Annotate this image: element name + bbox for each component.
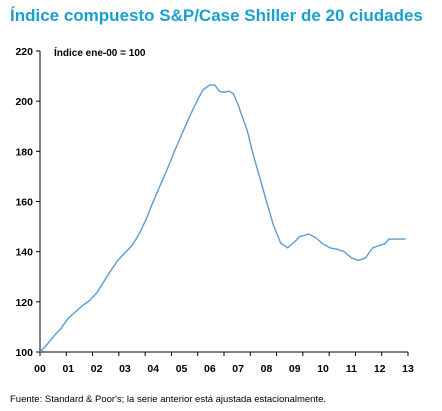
x-tick-label: 12 [374,363,386,375]
y-tick-label: 120 [15,297,33,309]
y-tick-label: 180 [15,146,33,158]
chart-source-note: Fuente: Standard & Poor's; la serie ante… [10,394,327,405]
x-tick-label: 01 [62,363,74,375]
x-tick-label: 03 [119,363,131,375]
x-tick-label: 07 [232,363,244,375]
y-tick-label: 140 [15,247,33,259]
x-tick-label: 13 [402,363,414,375]
series-line [39,84,406,353]
x-axis: 00 01 02 03 04 05 06 07 08 09 10 11 12 13 [34,351,414,375]
x-tick-label: 04 [147,363,159,375]
chart-title: Índice compuesto S&P/Case Shiller de 20 … [10,6,423,25]
x-tick-label: 00 [34,363,46,375]
x-tick-label: 06 [204,363,216,375]
index-base-note: Índice ene-00 = 100 [54,46,146,59]
x-tick-label: 02 [91,363,103,375]
y-tick-label: 200 [15,96,33,108]
y-axis: 100 120 140 160 180 200 220 [15,46,41,359]
y-tick-label: 220 [15,46,33,58]
x-tick-label: 09 [289,363,301,375]
x-tick-label: 05 [176,363,188,375]
x-tick-label: 08 [261,363,273,375]
y-tick-label: 100 [15,347,33,359]
y-tick-label: 160 [15,197,33,209]
x-tick-label: 11 [346,363,357,375]
x-tick-label: 10 [317,363,329,375]
